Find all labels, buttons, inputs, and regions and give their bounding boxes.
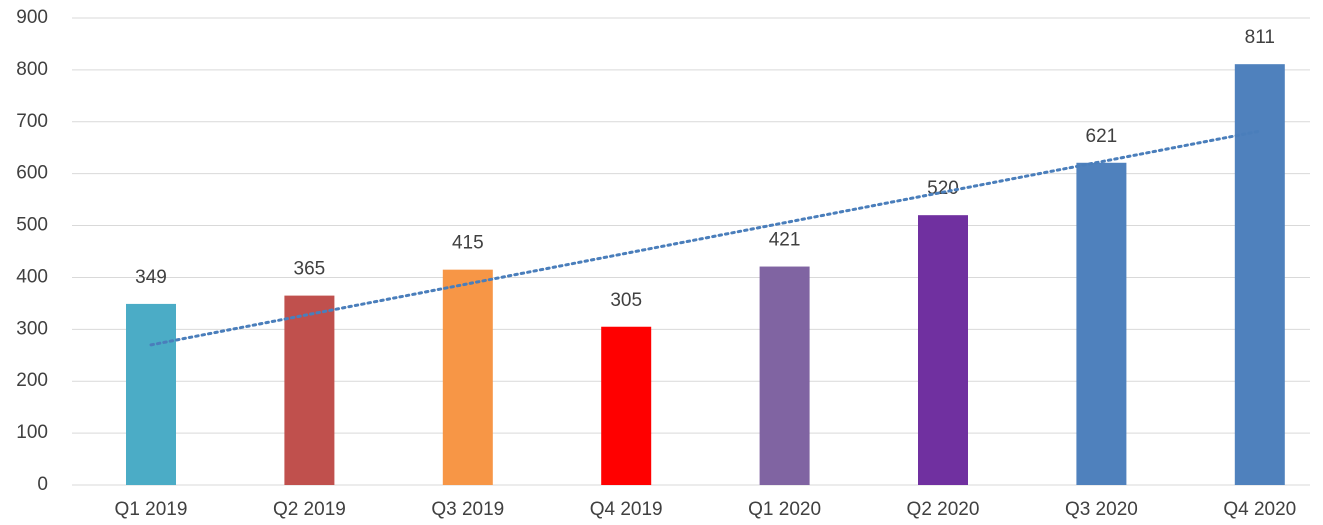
- bar: [1076, 162, 1127, 485]
- y-tick-label: 600: [16, 163, 48, 184]
- data-label: 349: [135, 267, 167, 288]
- y-tick-label: 400: [16, 266, 48, 287]
- bar: [1234, 64, 1285, 485]
- bar: [918, 215, 968, 485]
- data-label: 811: [1245, 27, 1275, 48]
- bar: [442, 269, 493, 485]
- y-tick-label: 800: [16, 59, 48, 80]
- bar: [284, 295, 335, 485]
- data-label: 421: [769, 230, 801, 251]
- bar: [759, 266, 810, 485]
- trendline: [149, 129, 1262, 347]
- data-label: 415: [452, 233, 484, 254]
- bar: [601, 326, 652, 485]
- data-label: 305: [610, 290, 642, 311]
- y-tick-label: 700: [16, 111, 48, 132]
- x-tick-label: Q4 2020: [1223, 499, 1296, 520]
- x-tick-label: Q1 2020: [748, 499, 821, 520]
- x-tick-label: Q1 2019: [115, 499, 188, 520]
- data-label: 621: [1086, 126, 1118, 147]
- x-tick-label: Q2 2020: [907, 499, 980, 520]
- x-tick-label: Q3 2020: [1065, 499, 1138, 520]
- y-tick-label: 300: [16, 318, 48, 339]
- y-tick-label: 200: [16, 370, 48, 391]
- y-tick-label: 100: [16, 422, 48, 443]
- x-tick-label: Q4 2019: [590, 499, 663, 520]
- bar: [126, 303, 176, 485]
- x-tick-label: Q3 2019: [431, 499, 504, 520]
- data-label: 365: [294, 259, 326, 280]
- data-label: 520: [927, 178, 959, 199]
- y-tick-label: 500: [16, 215, 48, 236]
- y-tick-label: 900: [16, 7, 48, 28]
- x-tick-label: Q2 2019: [273, 499, 346, 520]
- y-tick-label: 0: [37, 474, 48, 495]
